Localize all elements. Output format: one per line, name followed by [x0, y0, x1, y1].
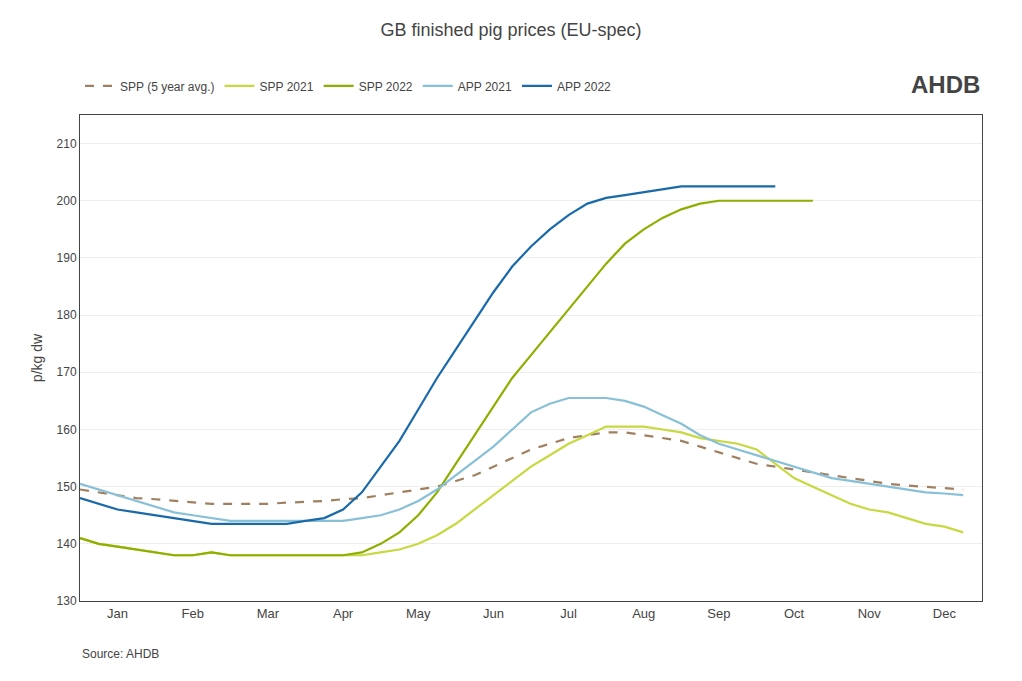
svg-text:Nov: Nov [858, 606, 882, 621]
svg-text:APP 2022: APP 2022 [557, 80, 611, 94]
svg-text:APP 2021: APP 2021 [458, 80, 512, 94]
svg-text:AHDB: AHDB [911, 71, 980, 98]
svg-text:200: 200 [57, 194, 77, 208]
svg-text:130: 130 [57, 594, 77, 608]
svg-text:210: 210 [57, 137, 77, 151]
svg-text:Source: AHDB: Source: AHDB [82, 647, 159, 661]
svg-text:May: May [406, 606, 431, 621]
svg-text:140: 140 [57, 537, 77, 551]
svg-text:p/kg dw: p/kg dw [29, 333, 45, 382]
svg-text:Jun: Jun [483, 606, 504, 621]
svg-text:Oct: Oct [784, 606, 805, 621]
svg-text:SPP 2021: SPP 2021 [260, 80, 314, 94]
svg-text:GB finished pig prices (EU-spe: GB finished pig prices (EU-spec) [380, 20, 641, 40]
svg-text:SPP 2022: SPP 2022 [359, 80, 413, 94]
svg-text:170: 170 [57, 365, 77, 379]
svg-text:Apr: Apr [333, 606, 354, 621]
svg-text:Jul: Jul [560, 606, 577, 621]
svg-text:150: 150 [57, 480, 77, 494]
svg-text:Sep: Sep [707, 606, 730, 621]
svg-text:Jan: Jan [107, 606, 128, 621]
svg-text:Mar: Mar [257, 606, 280, 621]
svg-text:Feb: Feb [182, 606, 204, 621]
svg-text:Dec: Dec [933, 606, 957, 621]
svg-text:160: 160 [57, 423, 77, 437]
svg-text:190: 190 [57, 251, 77, 265]
svg-text:SPP (5 year avg.): SPP (5 year avg.) [120, 80, 215, 94]
svg-text:Aug: Aug [632, 606, 655, 621]
svg-text:180: 180 [57, 308, 77, 322]
